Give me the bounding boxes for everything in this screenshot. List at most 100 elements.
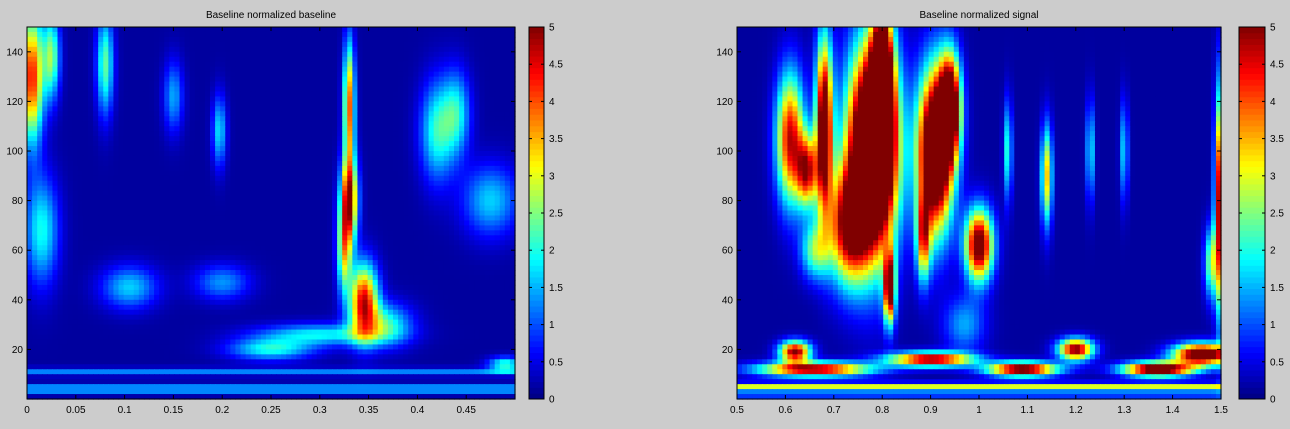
heatmap-cell bbox=[499, 175, 506, 182]
heatmap-cell bbox=[306, 121, 313, 127]
heatmap-cell bbox=[393, 165, 399, 172]
heatmap-cell bbox=[408, 146, 414, 152]
heatmap-cell bbox=[306, 91, 313, 98]
heatmap-cell bbox=[240, 121, 247, 127]
heatmap-cell bbox=[408, 270, 414, 276]
heatmap-cell bbox=[367, 76, 374, 83]
heatmap-cell bbox=[291, 235, 298, 241]
heatmap-cell bbox=[332, 36, 338, 43]
heatmap-cell bbox=[52, 255, 59, 261]
heatmap-cell bbox=[387, 265, 394, 271]
heatmap-cell bbox=[47, 31, 54, 38]
heatmap-cell bbox=[174, 175, 181, 182]
heatmap-cell bbox=[301, 279, 308, 286]
heatmap-cell bbox=[418, 151, 425, 157]
heatmap-cell bbox=[255, 71, 262, 78]
heatmap-cell bbox=[230, 205, 237, 212]
heatmap-cell bbox=[123, 141, 130, 147]
heatmap-cell bbox=[113, 225, 120, 231]
heatmap-cell bbox=[504, 170, 511, 177]
heatmap-cell bbox=[98, 215, 104, 222]
heatmap-cell bbox=[413, 27, 420, 33]
heatmap-cell bbox=[489, 101, 496, 107]
heatmap-cell bbox=[509, 111, 516, 117]
heatmap-cell bbox=[387, 76, 394, 83]
heatmap-cell bbox=[93, 91, 99, 98]
heatmap-cell bbox=[204, 46, 211, 53]
heatmap-cell bbox=[357, 205, 364, 212]
heatmap-cell bbox=[113, 170, 120, 177]
heatmap-cell bbox=[347, 76, 353, 83]
heatmap-cell bbox=[454, 275, 460, 281]
heatmap-cell bbox=[210, 190, 216, 197]
heatmap-cell bbox=[499, 81, 506, 88]
heatmap-cell bbox=[32, 180, 38, 187]
heatmap-cell bbox=[235, 111, 242, 117]
heatmap-cell bbox=[260, 121, 267, 127]
heatmap-cell bbox=[326, 279, 333, 286]
heatmap-cell bbox=[352, 270, 359, 276]
heatmap-cell bbox=[103, 180, 109, 187]
heatmap-cell bbox=[464, 265, 470, 271]
heatmap-cell bbox=[169, 146, 176, 152]
heatmap-cell bbox=[245, 101, 252, 107]
heatmap-cell bbox=[347, 141, 353, 147]
heatmap-cell bbox=[291, 41, 298, 48]
heatmap-cell bbox=[474, 121, 481, 127]
heatmap-cell bbox=[82, 31, 89, 38]
heatmap-cell bbox=[316, 96, 323, 102]
heatmap-cell bbox=[215, 170, 221, 177]
heatmap-cell bbox=[220, 66, 226, 73]
heatmap-cell bbox=[464, 230, 470, 236]
heatmap-cell bbox=[235, 101, 242, 107]
heatmap-cell bbox=[291, 175, 298, 182]
heatmap-cell bbox=[316, 106, 323, 112]
heatmap-cell bbox=[179, 210, 186, 217]
heatmap-cell bbox=[433, 195, 440, 202]
heatmap-cell bbox=[342, 195, 348, 202]
heatmap-cell bbox=[169, 255, 176, 261]
heatmap-cell bbox=[133, 46, 140, 53]
heatmap-cell bbox=[235, 96, 242, 102]
heatmap-cell bbox=[367, 180, 374, 187]
heatmap-cell bbox=[423, 86, 430, 93]
heatmap-cell bbox=[398, 81, 404, 88]
heatmap-cell bbox=[250, 51, 257, 58]
heatmap-cell bbox=[428, 81, 435, 88]
heatmap-cell bbox=[230, 126, 237, 132]
heatmap-cell bbox=[347, 46, 353, 53]
heatmap-cell bbox=[159, 71, 165, 78]
heatmap-cell bbox=[316, 210, 323, 217]
heatmap-cell bbox=[143, 160, 150, 167]
heatmap-cell bbox=[67, 155, 74, 162]
heatmap-cell bbox=[377, 136, 384, 142]
heatmap-cell bbox=[230, 220, 237, 226]
heatmap-cell bbox=[448, 205, 455, 212]
heatmap-cell bbox=[143, 66, 150, 73]
heatmap-cell bbox=[499, 151, 506, 157]
heatmap-cell bbox=[326, 151, 333, 157]
heatmap-cell bbox=[225, 31, 231, 38]
heatmap-cell bbox=[103, 46, 109, 53]
heatmap-cell bbox=[418, 101, 425, 107]
heatmap-cell bbox=[67, 141, 74, 147]
heatmap-cell bbox=[504, 31, 511, 38]
heatmap-cell bbox=[164, 185, 170, 192]
heatmap-cell bbox=[184, 41, 191, 48]
heatmap-cell bbox=[464, 41, 470, 48]
heatmap-cell bbox=[311, 170, 318, 177]
heatmap-cell bbox=[215, 180, 221, 187]
heatmap-cell bbox=[474, 131, 481, 137]
heatmap-cell bbox=[342, 165, 348, 172]
heatmap-cell bbox=[484, 200, 491, 207]
heatmap-cell bbox=[52, 56, 59, 63]
heatmap-cell bbox=[149, 136, 155, 142]
heatmap-cell bbox=[281, 240, 287, 246]
heatmap-cell bbox=[194, 81, 201, 88]
heatmap-cell bbox=[504, 146, 511, 152]
heatmap-cell bbox=[128, 230, 135, 236]
heatmap-cell bbox=[72, 270, 79, 276]
heatmap-cell bbox=[286, 141, 292, 147]
heatmap-cell bbox=[296, 260, 303, 266]
heatmap-cell bbox=[194, 260, 201, 266]
